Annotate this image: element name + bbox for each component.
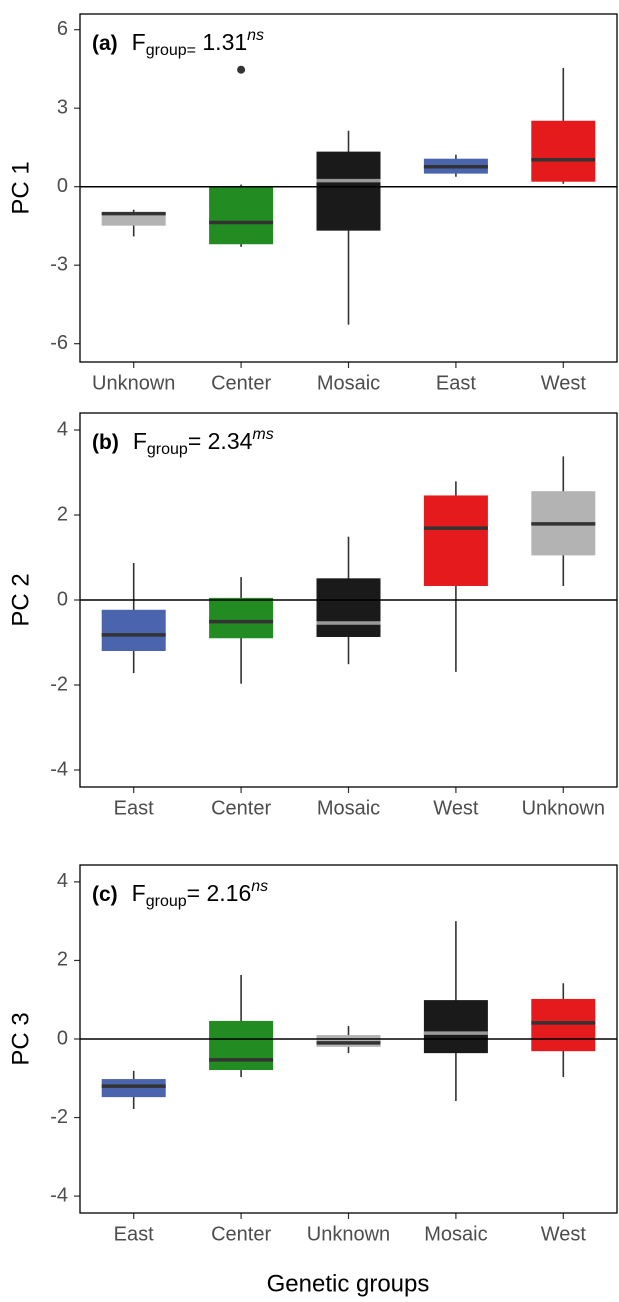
y-tick-label: 2 [57, 503, 68, 525]
y-tick-label: 0 [57, 175, 68, 197]
y-axis-title: PC 1 [7, 161, 34, 214]
stat-subscript: group= [146, 42, 196, 59]
x-tick-label: West [433, 797, 479, 819]
stat-value: 1.31 [196, 29, 247, 55]
box [101, 1079, 166, 1098]
stat-label: F [132, 880, 146, 906]
x-tick-label: Mosaic [317, 797, 380, 819]
x-tick-label: Center [211, 372, 271, 394]
stat-label: F [133, 428, 147, 454]
x-tick-label: East [114, 797, 154, 819]
panel-border [79, 864, 618, 1214]
y-tick-label: -4 [50, 758, 68, 780]
y-axis-title: PC 2 [7, 573, 34, 626]
box [209, 186, 274, 245]
x-tick-label: Mosaic [317, 372, 380, 394]
box [101, 212, 166, 226]
panel-annotation: (a) Fgroup= 1.31ns [92, 27, 264, 59]
panel-border [79, 13, 618, 363]
stat-label: F [132, 29, 146, 55]
box [209, 1020, 274, 1071]
box [101, 609, 166, 651]
box [531, 120, 596, 182]
x-tick-label: Center [211, 1223, 271, 1245]
y-tick-label: -4 [50, 1184, 68, 1206]
panel-label: (b) [92, 431, 119, 454]
stat-subscript: group [146, 893, 187, 910]
y-tick-label: -2 [50, 673, 68, 695]
stat-superscript: ms [252, 426, 273, 443]
x-tick-label: Unknown [307, 1223, 390, 1245]
y-tick-label: -2 [50, 1106, 68, 1128]
y-tick-label: 3 [57, 96, 68, 118]
x-tick-label: West [541, 372, 587, 394]
panel-annotation: (c) Fgroup= 2.16ns [92, 878, 268, 910]
y-tick-label: 0 [57, 588, 68, 610]
box [316, 151, 381, 231]
y-tick-label: 6 [57, 18, 68, 40]
box [316, 578, 381, 637]
y-tick-label: 0 [57, 1027, 68, 1049]
x-tick-label: Mosaic [424, 1223, 487, 1245]
x-tick-label: West [541, 1223, 587, 1245]
box [209, 597, 274, 639]
x-tick-label: East [436, 372, 476, 394]
x-tick-label: Unknown [92, 372, 175, 394]
stat-superscript: ns [251, 878, 268, 895]
x-tick-label: Center [211, 797, 271, 819]
box [423, 1000, 488, 1054]
panel-annotation: (b) Fgroup= 2.34ms [92, 426, 274, 458]
box [531, 998, 596, 1052]
panel-label: (c) [92, 883, 118, 906]
y-tick-label: 4 [57, 870, 68, 892]
stat-superscript: ns [247, 27, 264, 44]
stat-value: = 2.16 [187, 880, 252, 906]
panel-label: (a) [92, 32, 118, 55]
y-axis-title: PC 3 [7, 1012, 34, 1065]
y-tick-label: 2 [57, 949, 68, 971]
box [316, 1035, 381, 1047]
x-axis-title: Genetic groups [267, 1270, 430, 1297]
stat-subscript: group [147, 441, 188, 458]
panel-border [79, 412, 618, 788]
y-tick-label: -6 [50, 332, 68, 354]
x-tick-label: East [114, 1223, 154, 1245]
y-tick-label: -3 [50, 253, 68, 275]
x-tick-label: Unknown [522, 797, 605, 819]
outlier [237, 65, 246, 74]
box [423, 495, 488, 586]
stat-value: = 2.34 [188, 428, 253, 454]
y-tick-label: 4 [57, 418, 68, 440]
